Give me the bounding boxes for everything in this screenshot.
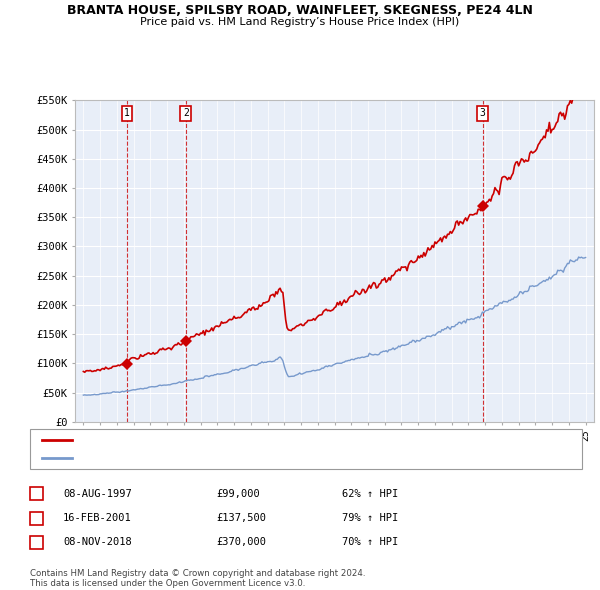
Text: £99,000: £99,000 <box>216 489 260 499</box>
Text: £370,000: £370,000 <box>216 537 266 547</box>
Text: 62% ↑ HPI: 62% ↑ HPI <box>342 489 398 499</box>
Text: HPI: Average price, detached house, East Lindsey: HPI: Average price, detached house, East… <box>78 453 314 463</box>
Text: Contains HM Land Registry data © Crown copyright and database right 2024.
This d: Contains HM Land Registry data © Crown c… <box>30 569 365 588</box>
Text: 79% ↑ HPI: 79% ↑ HPI <box>342 513 398 523</box>
Text: 08-AUG-1997: 08-AUG-1997 <box>63 489 132 499</box>
Text: 70% ↑ HPI: 70% ↑ HPI <box>342 537 398 547</box>
Text: BRANTA HOUSE, SPILSBY ROAD, WAINFLEET, SKEGNESS, PE24 4LN: BRANTA HOUSE, SPILSBY ROAD, WAINFLEET, S… <box>67 4 533 17</box>
Text: 08-NOV-2018: 08-NOV-2018 <box>63 537 132 547</box>
Text: £137,500: £137,500 <box>216 513 266 523</box>
Text: BRANTA HOUSE, SPILSBY ROAD, WAINFLEET, SKEGNESS, PE24 4LN (detached house): BRANTA HOUSE, SPILSBY ROAD, WAINFLEET, S… <box>78 435 479 445</box>
Text: 1: 1 <box>34 489 40 499</box>
Text: 1: 1 <box>124 109 130 119</box>
Text: 2: 2 <box>183 109 189 119</box>
Text: 3: 3 <box>480 109 485 119</box>
Text: 3: 3 <box>34 537 40 547</box>
Text: Price paid vs. HM Land Registry’s House Price Index (HPI): Price paid vs. HM Land Registry’s House … <box>140 17 460 27</box>
Text: 2: 2 <box>34 513 40 523</box>
Text: 16-FEB-2001: 16-FEB-2001 <box>63 513 132 523</box>
